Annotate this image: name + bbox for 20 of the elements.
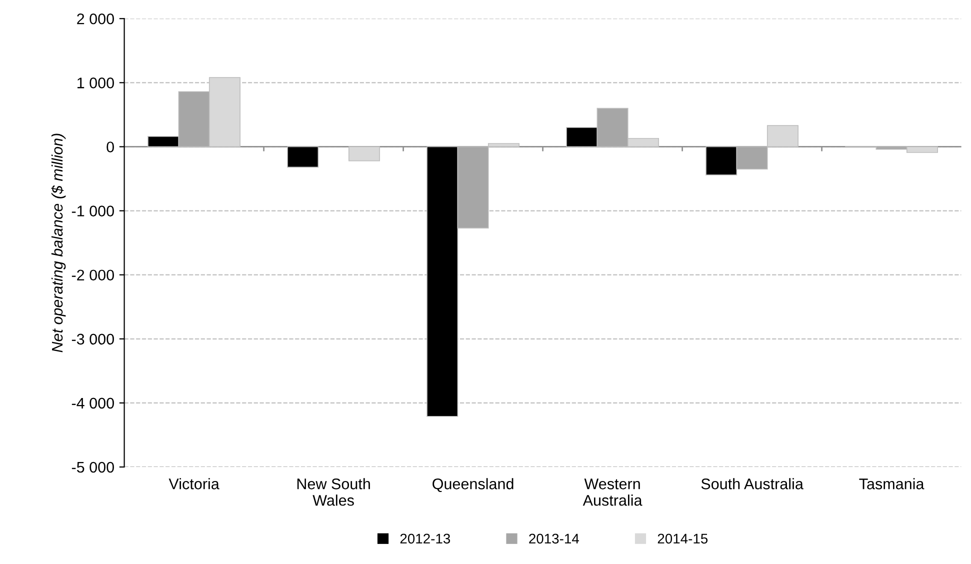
x-tick-label: South Australia xyxy=(701,478,804,490)
x-tick-label: Queensland xyxy=(432,478,514,492)
x-tick-label: Tasmania xyxy=(859,478,924,490)
y-axis-title: Net operating balance ($ million) xyxy=(51,134,66,352)
x-tick-label: Victoria xyxy=(168,478,220,490)
y-tick-label: -3 000 xyxy=(72,334,114,345)
bar xyxy=(287,146,319,168)
y-tick-label: 2 000 xyxy=(77,13,114,24)
y-tick-label: 0 xyxy=(106,142,114,152)
y-tick-label: -1 000 xyxy=(72,206,114,216)
y-tick-label: -2 000 xyxy=(72,270,114,281)
legend-label: 2012-13 xyxy=(400,534,450,544)
y-tick-label: 1 000 xyxy=(78,78,114,88)
y-tick-label: -4 000 xyxy=(72,398,114,409)
legend-label: 2013-14 xyxy=(529,534,579,544)
bar xyxy=(348,146,380,162)
x-tick-label: Western Australia xyxy=(582,478,642,506)
x-tick-label: New South Wales xyxy=(297,478,370,506)
legend-label: 2014-15 xyxy=(658,534,708,544)
y-tick-label: -5 000 xyxy=(72,462,114,473)
